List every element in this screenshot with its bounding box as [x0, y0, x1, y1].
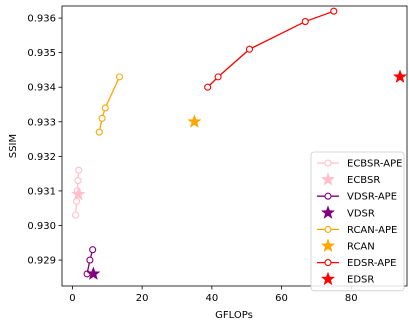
data-point [245, 45, 254, 53]
data-point [72, 211, 80, 219]
data-point [115, 73, 124, 81]
legend-handle-marker [324, 225, 332, 233]
legend-item: RCAN [320, 238, 375, 253]
x-tick-label: 0 [69, 293, 75, 304]
data-point [101, 104, 109, 112]
legend-item: EDSR [320, 271, 374, 286]
legend-item: RCAN-APE [317, 225, 397, 236]
y-tick-label: 0.929 [27, 256, 56, 267]
data-point [204, 83, 212, 91]
series-edsr [392, 69, 408, 83]
legend-handle-star [320, 205, 336, 219]
x-tick-label: 60 [275, 293, 288, 304]
y-tick-label: 0.934 [27, 83, 56, 94]
data-point [330, 7, 338, 15]
y-tick-label: 0.932 [27, 152, 56, 163]
legend-item: ECBSR [320, 172, 380, 186]
legend-label: RCAN [347, 242, 375, 253]
legend-item: ECBSR-APE [317, 159, 402, 170]
data-point [74, 177, 82, 185]
legend-box [310, 151, 405, 292]
y-axis-label: SSIM [8, 134, 19, 158]
legend-handle-star [320, 172, 336, 186]
data-point [301, 18, 309, 26]
x-axis-label: GFLOPs [215, 310, 253, 321]
legend-label: VDSR-APE [347, 192, 397, 203]
series-layer [71, 7, 408, 280]
star-marker [86, 266, 101, 280]
legend-handle-marker [324, 159, 332, 167]
legend-handle-marker [324, 259, 332, 267]
legend-item: VDSR-APE [317, 192, 397, 203]
y-tick-label: 0.930 [27, 221, 56, 232]
series-vdsr-ape [83, 246, 97, 278]
y-tick-label: 0.931 [27, 186, 56, 197]
star-marker [392, 69, 408, 83]
legend-label: ECBSR-APE [347, 159, 402, 170]
x-tick-label: 40 [205, 293, 218, 304]
legend-item: EDSR-APE [317, 258, 397, 269]
data-point [89, 246, 97, 254]
star-marker [71, 186, 86, 201]
y-tick-label: 0.933 [27, 117, 56, 128]
series-rcan-ape [95, 73, 124, 136]
x-tick-label: 80 [345, 293, 358, 304]
y-tick-label: 0.936 [27, 14, 56, 25]
legend-label: EDSR-APE [347, 258, 397, 269]
legend-item: VDSR [320, 205, 375, 219]
legend-handle-marker [324, 192, 332, 200]
legend-label: RCAN-APE [347, 225, 397, 236]
legend-handle-star [320, 271, 336, 286]
data-point [95, 128, 103, 136]
legend-label: VDSR [347, 208, 375, 219]
series-vdsr [86, 266, 101, 280]
legend-handle-star [320, 238, 336, 253]
data-point [75, 166, 83, 174]
data-point [98, 114, 106, 122]
legend-label: EDSR [347, 275, 374, 286]
series-rcan [187, 114, 202, 128]
legend-label: ECBSR [347, 175, 380, 186]
y-tick-label: 0.935 [27, 48, 56, 59]
star-marker [187, 114, 202, 128]
y-axis: 0.929 0.930 0.931 0.932 0.933 0.934 0.935 0.936 [27, 14, 62, 267]
x-tick-label: 20 [136, 293, 149, 304]
series-edsr-ape [204, 7, 338, 91]
series-line [98, 76, 121, 133]
data-point [214, 73, 222, 81]
series-ecbsr [71, 186, 86, 201]
legend: ECBSR-APE ECBSR VDSR-APE VDSR RCAN-APE RCAN ED… [310, 151, 405, 292]
data-point [86, 256, 94, 264]
